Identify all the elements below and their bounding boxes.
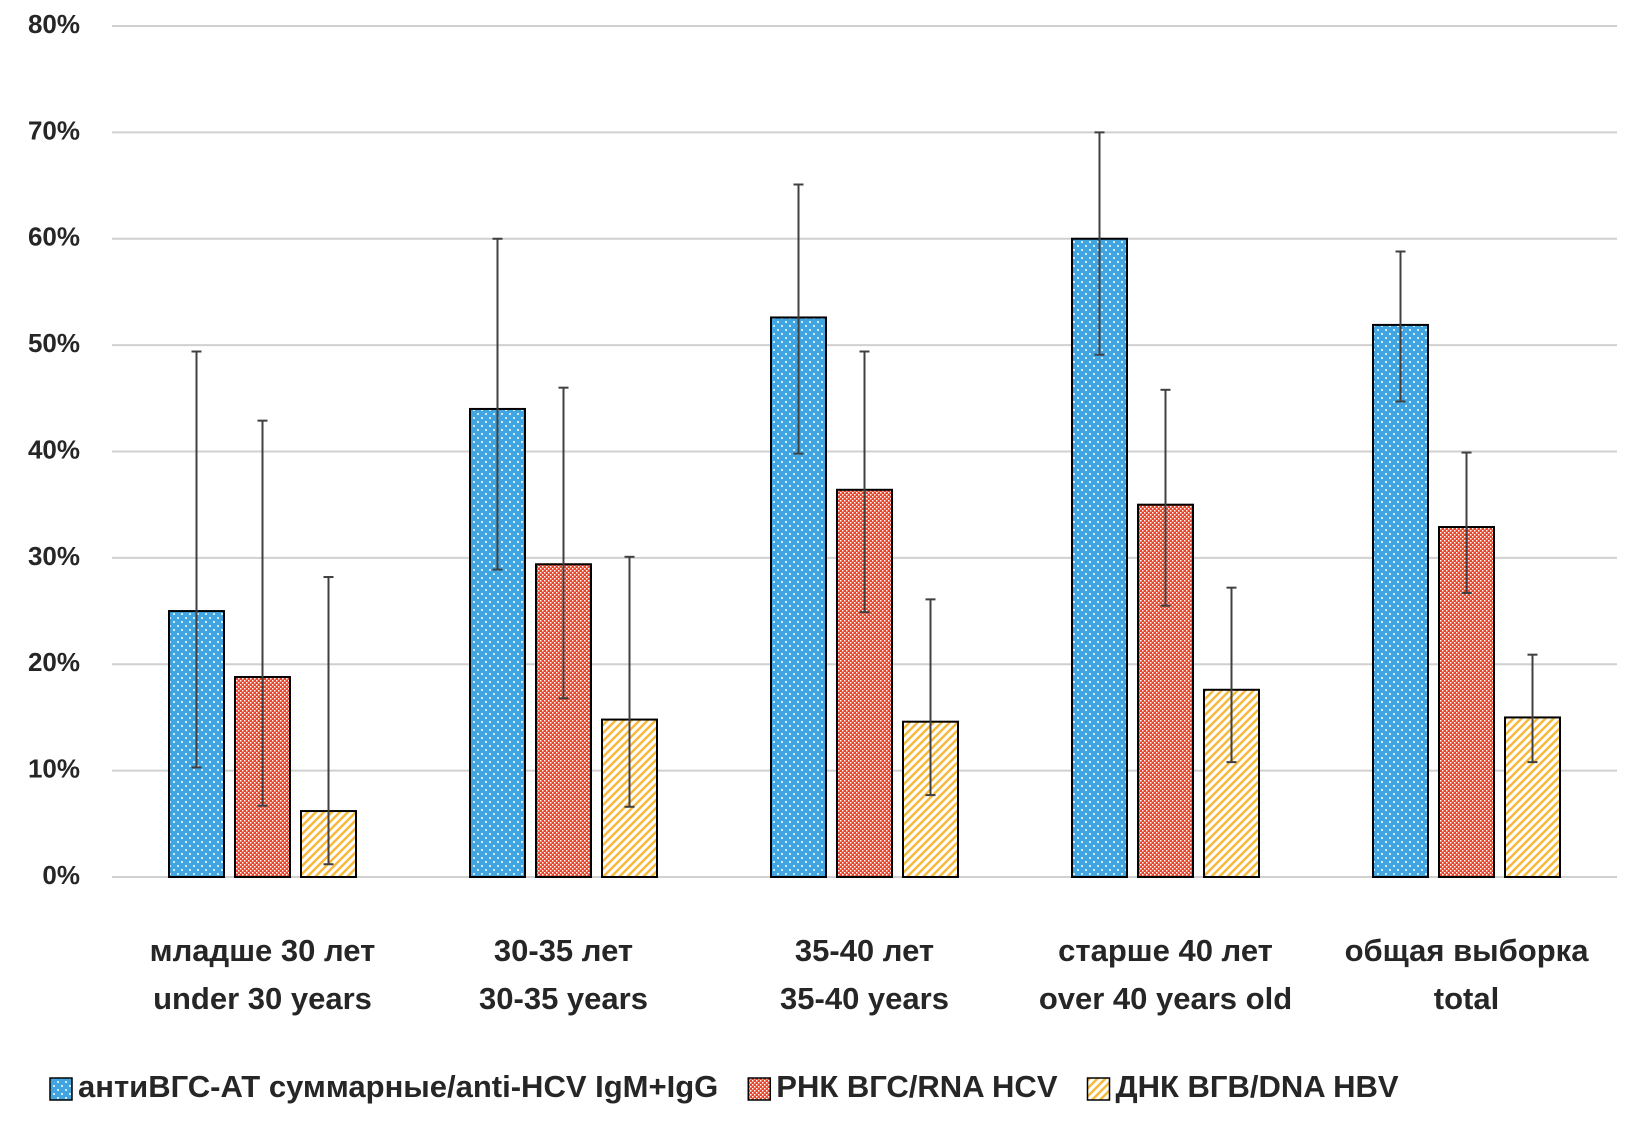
legend-label: РНК ВГС/RNA HCV bbox=[776, 1069, 1058, 1104]
y-tick-label: 70% bbox=[28, 115, 80, 145]
x-tick-label: 30-35 years bbox=[479, 981, 648, 1016]
bar bbox=[1372, 323, 1429, 878]
x-tick-label: total bbox=[1434, 981, 1499, 1016]
x-tick-label: старше 40 лет bbox=[1058, 933, 1273, 968]
y-tick-label: 60% bbox=[28, 222, 80, 252]
x-tick-label: over 40 years old bbox=[1039, 981, 1292, 1016]
x-tick-label: 35-40 years bbox=[780, 981, 949, 1016]
y-tick-label: 20% bbox=[28, 647, 80, 677]
y-tick-label: 30% bbox=[28, 541, 80, 571]
y-tick-label: 50% bbox=[28, 328, 80, 358]
x-tick-label: 35-40 лет bbox=[795, 933, 934, 968]
y-tick-label: 80% bbox=[28, 9, 80, 39]
legend-swatch bbox=[49, 1077, 73, 1101]
x-tick-label: младше 30 лет bbox=[150, 933, 376, 968]
legend-label: антиВГС-АТ суммарные/anti-HCV IgM+IgG bbox=[78, 1069, 718, 1104]
y-tick-label: 40% bbox=[28, 434, 80, 464]
x-tick-label: 30-35 лет bbox=[494, 933, 633, 968]
y-tick-label: 0% bbox=[42, 860, 80, 890]
legend-swatch bbox=[747, 1077, 772, 1101]
x-tick-label: under 30 years bbox=[153, 981, 372, 1016]
x-tick-label: общая выборка bbox=[1345, 933, 1590, 968]
y-tick-label: 10% bbox=[28, 754, 80, 784]
legend-label: ДНК ВГВ/DNA HBV bbox=[1116, 1069, 1399, 1104]
bar bbox=[1203, 688, 1260, 879]
legend-swatch bbox=[1086, 1077, 1111, 1101]
